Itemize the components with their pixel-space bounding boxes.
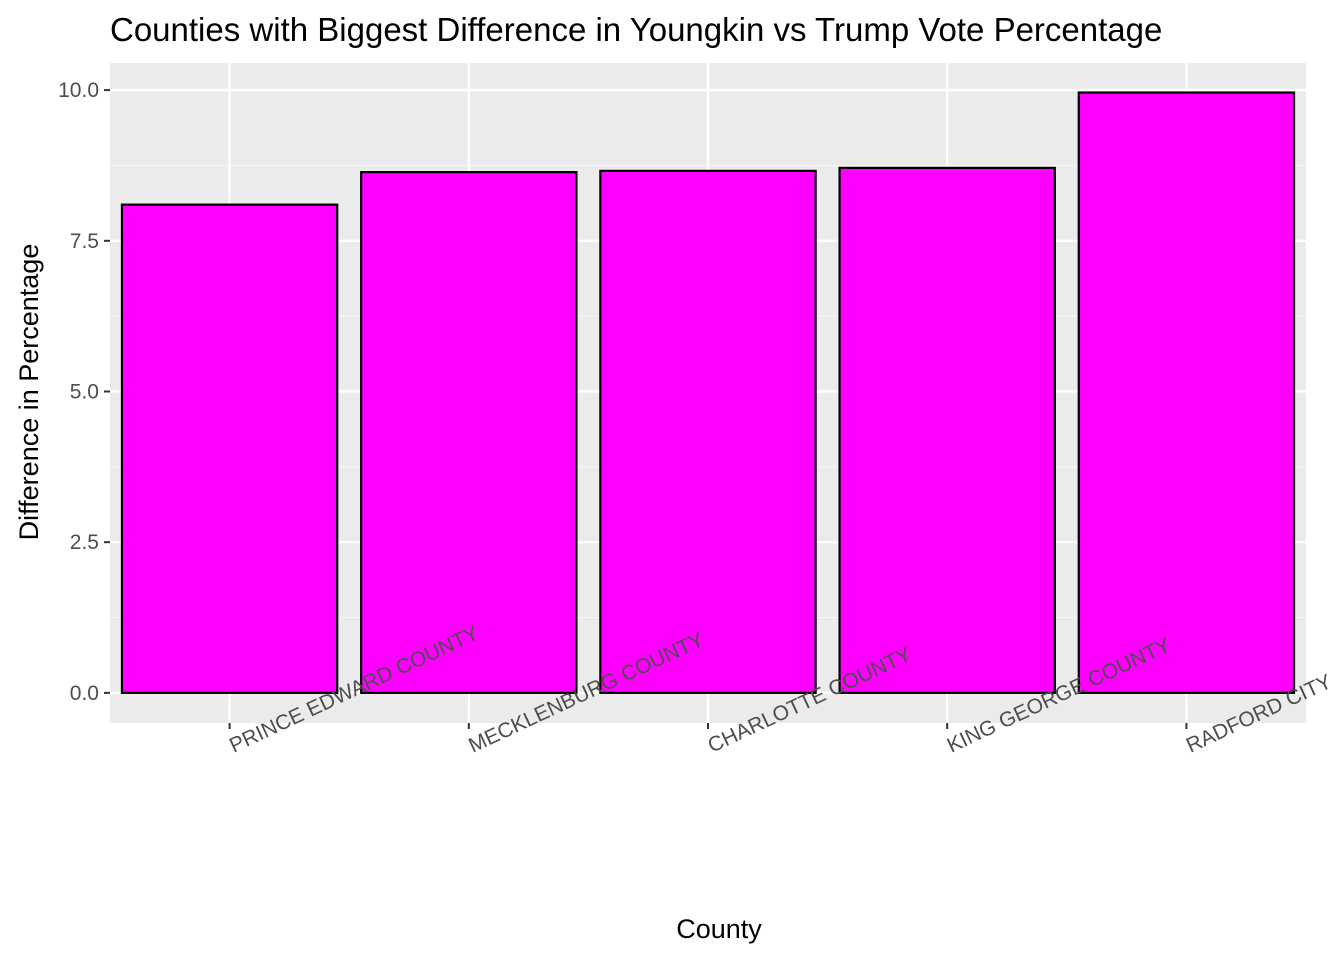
x-axis-title: County	[676, 914, 762, 944]
y-tick-label: 2.5	[70, 531, 99, 554]
y-tick-label: 5.0	[70, 380, 99, 403]
bars	[120, 91, 1296, 694]
y-axis-title: Difference in Percentage	[14, 244, 44, 541]
bar-charlotte-county	[599, 169, 817, 694]
bar-king-george-county	[838, 166, 1056, 694]
chart-title: Counties with Biggest Difference in Youn…	[110, 11, 1162, 48]
y-tick-label: 7.5	[70, 230, 99, 253]
y-tick-label: 0.0	[70, 682, 99, 705]
y-tick-label: 10.0	[58, 79, 99, 102]
bar-radford-city	[1077, 91, 1296, 694]
bar-mecklenburg-county	[360, 170, 578, 694]
bar-prince-edward-county	[120, 203, 339, 694]
